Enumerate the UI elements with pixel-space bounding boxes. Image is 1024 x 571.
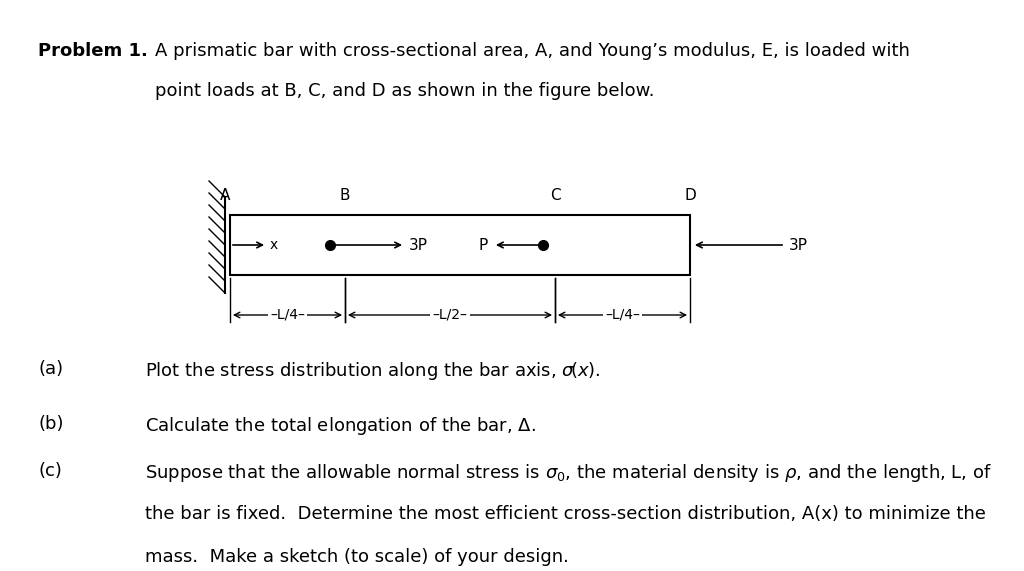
Text: –L/4–: –L/4– bbox=[270, 308, 305, 322]
Text: P: P bbox=[479, 238, 488, 252]
Text: Calculate the total elongation of the bar, $\Delta$.: Calculate the total elongation of the ba… bbox=[145, 415, 536, 437]
Text: the bar is fixed.  Determine the most efficient cross-section distribution, A(x): the bar is fixed. Determine the most eff… bbox=[145, 505, 986, 523]
Text: C: C bbox=[550, 188, 560, 203]
Text: 3P: 3P bbox=[790, 238, 808, 252]
Text: (a): (a) bbox=[38, 360, 63, 378]
Text: A prismatic bar with cross-sectional area, A, and Young’s modulus, E, is loaded : A prismatic bar with cross-sectional are… bbox=[155, 42, 910, 60]
Text: x: x bbox=[270, 238, 279, 252]
Text: –L/4–: –L/4– bbox=[605, 308, 640, 322]
Text: (c): (c) bbox=[38, 462, 61, 480]
Text: Problem 1.: Problem 1. bbox=[38, 42, 147, 60]
Text: Plot the stress distribution along the bar axis, $\sigma\!\left(x\right)$.: Plot the stress distribution along the b… bbox=[145, 360, 600, 382]
Text: A: A bbox=[220, 188, 230, 203]
Text: point loads at B, C, and D as shown in the figure below.: point loads at B, C, and D as shown in t… bbox=[155, 82, 654, 100]
Text: (b): (b) bbox=[38, 415, 63, 433]
Text: 3P: 3P bbox=[409, 238, 428, 252]
Text: Suppose that the allowable normal stress is $\sigma_0$, the material density is : Suppose that the allowable normal stress… bbox=[145, 462, 992, 484]
Text: D: D bbox=[684, 188, 696, 203]
Text: mass.  Make a sketch (to scale) of your design.: mass. Make a sketch (to scale) of your d… bbox=[145, 548, 569, 566]
Text: –L/2–: –L/2– bbox=[432, 308, 467, 322]
Bar bbox=[230, 215, 690, 275]
Text: B: B bbox=[340, 188, 350, 203]
